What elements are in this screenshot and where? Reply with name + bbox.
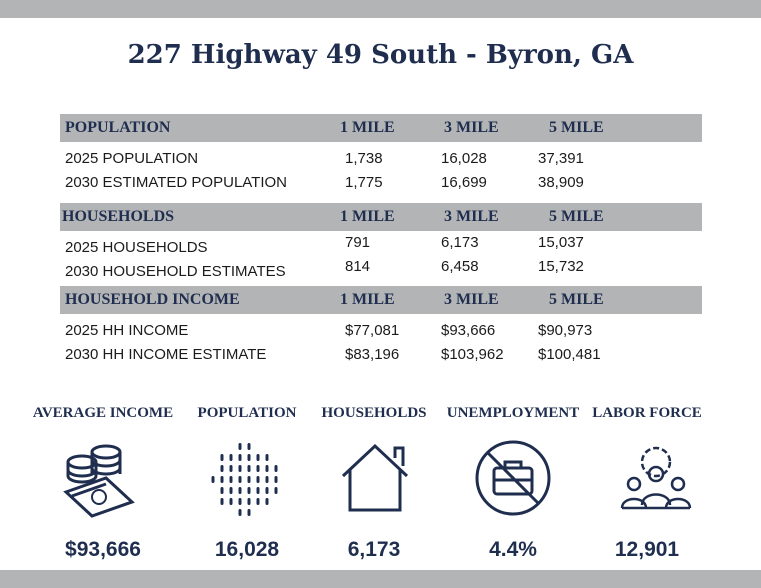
section-title: POPULATION [65,119,171,136]
row-label: 2025 HOUSEHOLDS [65,239,208,256]
column-header: 5 MILE [549,119,604,136]
column-header: 5 MILE [549,291,604,308]
person-dot [247,498,251,505]
stat-value: 4.4% [489,538,537,561]
stat-label: LABOR FORCE [592,405,702,421]
value-cell: 16,699 [441,174,487,191]
person-dot [265,498,269,505]
column-header: 1 MILE [340,119,395,136]
person-dot [238,443,242,450]
person-dot [274,465,278,472]
person-dot [256,487,260,494]
section-header-band [60,203,702,231]
value-cell: $77,081 [345,322,400,339]
person-dot [220,476,224,483]
value-cell: $90,973 [538,322,593,339]
person-dot [238,476,242,483]
person-dot [256,465,260,472]
value-cell: 15,037 [538,234,584,251]
person-dot [247,454,251,461]
labor-force-icon [620,446,692,510]
person-dot [247,443,251,450]
value-cell: $93,666 [441,322,496,339]
row-label: 2030 HOUSEHOLD ESTIMATES [65,263,286,280]
stat-value: 16,028 [214,538,280,561]
column-header: 3 MILE [444,291,499,308]
person-dot [256,498,260,505]
value-cell: $83,196 [345,346,400,363]
unemployment-icon [475,440,551,516]
person-dot [229,465,233,472]
person-dot [229,498,233,505]
row-label: 2030 ESTIMATED POPULATION [65,174,288,191]
stat-value: 6,173 [347,538,401,561]
person-dot [220,487,224,494]
column-header: 3 MILE [444,208,499,225]
person-dot [256,476,260,483]
row-label: 2030 HH INCOME ESTIMATE [65,346,267,363]
population-icon [211,443,278,516]
stat-label: POPULATION [197,405,297,421]
value-cell: $100,481 [538,346,601,363]
person-dot [256,454,260,461]
column-header: 3 MILE [444,119,499,136]
stat-label: UNEMPLOYMENT [446,405,580,421]
person-dot [229,476,233,483]
person-dot [265,487,269,494]
section-header-band [60,114,702,142]
value-cell: 6,173 [441,234,479,251]
person-dot [211,476,215,483]
value-cell: 38,909 [538,174,584,191]
value-cell: 15,732 [538,258,584,275]
person-dot [247,487,251,494]
column-header: 1 MILE [340,291,395,308]
top-band [0,0,761,18]
households-icon [341,443,409,512]
bottom-band [0,570,761,588]
section-header-band [60,286,702,314]
person-dot [238,509,242,516]
person-dot [247,476,251,483]
column-header: 5 MILE [549,208,604,225]
stat-label: HOUSEHOLDS [321,405,427,421]
value-cell: 791 [345,234,371,251]
person-dot [229,454,233,461]
person-dot [238,487,242,494]
person-dot [247,509,251,516]
person-dot [265,454,269,461]
person-dot [247,465,251,472]
person-dot [229,487,233,494]
value-cell: 1,738 [345,150,383,167]
value-cell: 6,458 [441,258,479,275]
person-dot [238,465,242,472]
stat-value: 12,901 [614,538,680,561]
row-label: 2025 POPULATION [65,150,199,167]
column-header: 1 MILE [340,208,395,225]
value-cell: 1,775 [345,174,383,191]
income-icon [63,444,135,518]
section-title: HOUSEHOLD INCOME [65,291,240,308]
person-dot [220,465,224,472]
stat-value: $93,666 [65,538,141,561]
value-cell: 37,391 [538,150,584,167]
stat-label: AVERAGE INCOME [32,405,174,421]
value-cell: 814 [345,258,371,275]
person-dot [220,454,224,461]
person-dot [274,487,278,494]
title: 227 Highway 49 South - Byron, GA [127,40,634,70]
value-cell: $103,962 [441,346,504,363]
section-title: HOUSEHOLDS [62,208,175,225]
row-label: 2025 HH INCOME [65,322,189,339]
person-dot [265,465,269,472]
person-dot [265,476,269,483]
person-dot [238,498,242,505]
person-dot [238,454,242,461]
value-cell: 16,028 [441,150,487,167]
person-dot [220,498,224,505]
person-dot [274,476,278,483]
